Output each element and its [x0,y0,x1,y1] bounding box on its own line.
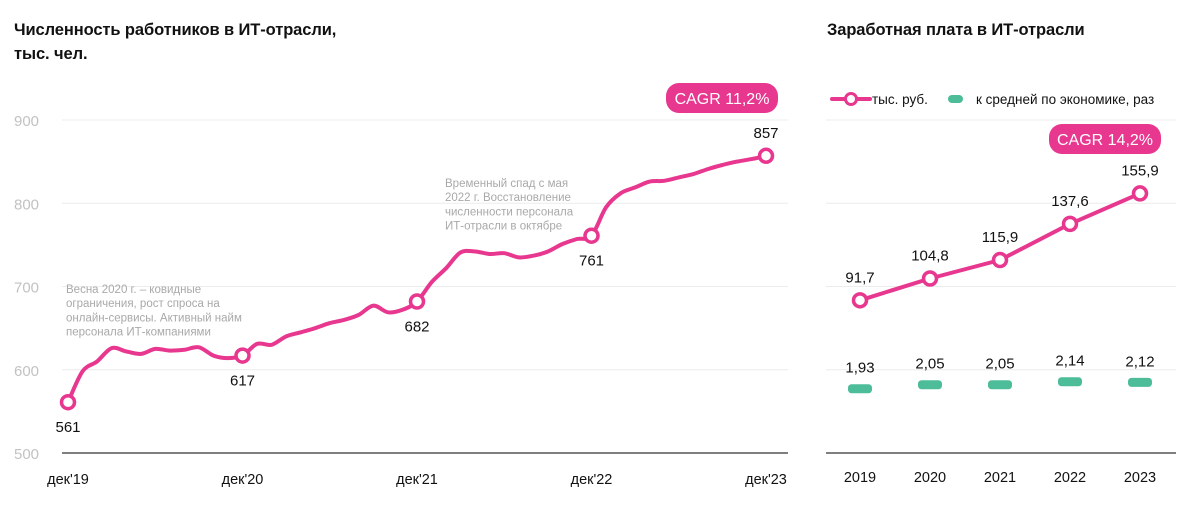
ratio-marker [1128,377,1152,387]
salary-line [859,191,1141,303]
data-point-marker [851,292,869,309]
data-label: 155,9 [1121,162,1159,179]
employees-y-axis: 900 800 700 600 500 [14,113,39,463]
x-tick-label: 2023 [1124,470,1156,486]
data-label: 2,05 [915,356,944,373]
data-label: 2,12 [1125,353,1154,370]
legend-swatch-icon [948,95,963,103]
employees-chart-title: Численность работников в ИТ-отрасли, тыс… [14,21,337,63]
legend-item-salary: тыс. руб. [830,92,928,107]
cagr-badge-text: CAGR 14,2% [1057,132,1153,149]
y-tick-label: 500 [14,446,39,463]
salary-cagr-badge: CAGR 14,2% [1049,124,1161,154]
data-point-marker [1131,185,1149,202]
data-point-marker [1061,215,1079,233]
data-label: 2,05 [985,356,1014,373]
salary-series: 91,7 104,8 115,9 137,6 155,9 [845,162,1159,309]
data-point-marker [234,347,251,364]
data-label: 104,8 [911,248,949,265]
annotation-line: онлайн-сервисы. Активный найм [66,312,242,324]
data-label: 137,6 [1051,193,1089,210]
data-label: 761 [579,253,604,270]
y-tick-label: 700 [14,280,39,297]
y-tick-label: 800 [14,196,39,213]
annotation-line: 2022 г. Восстановление [445,192,571,204]
annotation-line: ИТ-отрасли в октябре [445,221,562,233]
data-point-marker [59,393,77,411]
annotation-dip-2022: Временный спад с мая 2022 г. Восстановлен… [445,178,574,233]
ratio-marker [918,380,942,390]
data-label: 115,9 [982,229,1018,246]
annotation-line: Временный спад с мая [445,178,568,190]
ratio-marker [1058,377,1082,387]
x-tick-label: дек'21 [396,472,438,488]
salary-x-axis: 2019 2020 2021 2022 2023 [844,470,1156,486]
employees-annotations: Весна 2020 г. – ковидные ограничения, рос… [66,178,574,339]
employees-highlight-points: 561 617 682 761 857 [55,125,778,436]
x-tick-label: дек'23 [745,472,787,488]
y-tick-label: 900 [14,113,39,130]
data-point-marker [921,270,939,287]
cagr-badge-bg [1049,124,1161,154]
data-label: 617 [230,373,255,390]
data-label: 682 [404,318,429,335]
data-label: 1,93 [845,360,874,377]
legend-label: к средней по экономике, раз [976,92,1154,107]
x-tick-label: 2022 [1054,470,1086,486]
salary-chart-title: Заработная плата в ИТ-отрасли [827,21,1085,39]
cagr-badge-text: CAGR 11,2% [675,91,770,108]
x-tick-label: 2020 [914,470,946,486]
ratio-marker [848,384,872,394]
x-tick-label: дек'20 [222,472,264,488]
employees-x-axis: дек'19 дек'20 дек'21 дек'22 дек'23 [47,472,787,488]
legend-item-ratio: к средней по экономике, раз [948,92,1154,107]
data-label: 2,14 [1055,353,1084,370]
y-tick-label: 600 [14,363,39,380]
x-tick-label: дек'19 [47,472,89,488]
employees-cagr-badge: CAGR 11,2% [666,83,778,113]
annotation-line: ограничения, рост спроса на [66,298,220,310]
cagr-badge-bg [666,83,778,113]
annotation-line: персонала ИТ-компаниями [66,327,211,339]
ratio-series: 1,93 2,05 2,05 2,14 2,12 [845,353,1155,394]
annotation-line: Весна 2020 г. – ковидные [66,284,201,296]
employees-series [66,153,768,405]
salary-legend: тыс. руб. к средней по экономике, раз [830,92,1154,107]
data-point-marker [757,147,775,165]
legend-label: тыс. руб. [872,92,928,107]
employees-gridlines [62,119,788,454]
x-tick-label: 2019 [844,470,876,486]
data-point-marker [583,227,600,244]
data-label: 857 [753,125,778,142]
x-tick-label: дек'22 [571,472,613,488]
annotation-line: численности персонала [445,206,574,218]
ratio-marker [988,380,1012,390]
data-point-marker [408,293,426,310]
data-label: 91,7 [845,269,874,286]
employees-line [66,153,768,405]
legend-marker-icon [844,92,858,106]
data-point-marker [991,251,1009,269]
data-label: 561 [55,419,80,436]
x-tick-label: 2021 [984,470,1016,486]
annotation-covid-2020: Весна 2020 г. – ковидные ограничения, рос… [66,284,242,339]
